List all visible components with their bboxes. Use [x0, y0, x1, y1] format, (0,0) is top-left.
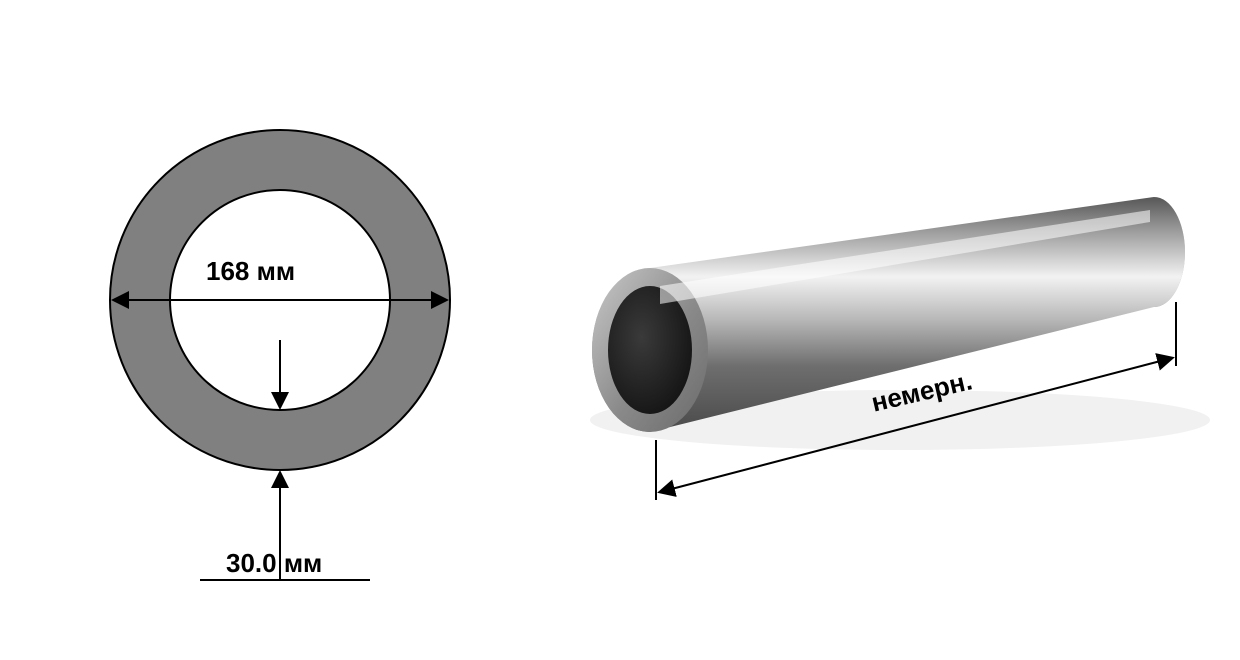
- cross-section-svg: [0, 0, 1240, 660]
- wall-thickness-label: 30.0 мм: [226, 548, 322, 579]
- diagram-stage: 168 мм 30.0 мм немерн.: [0, 0, 1240, 660]
- diameter-label: 168 мм: [206, 256, 295, 287]
- pipe-face-inner: [608, 286, 692, 414]
